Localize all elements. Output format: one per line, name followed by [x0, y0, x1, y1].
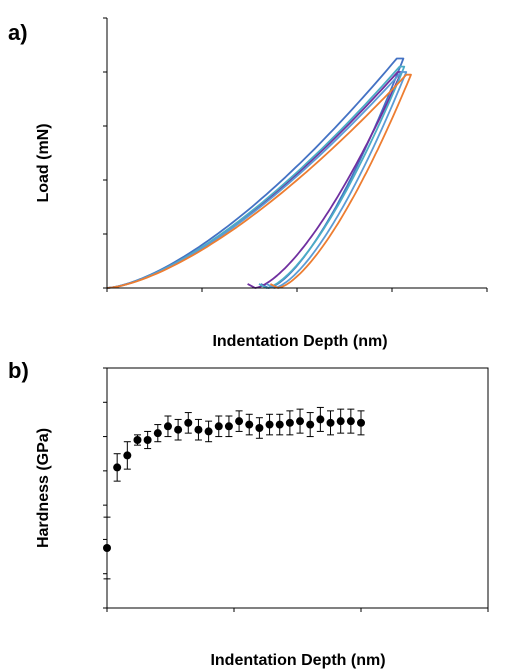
panel-a-y-axis-label: Load (mN) [35, 123, 52, 202]
panel-a-series-5-curve [106, 73, 412, 289]
panel-a-load-depth-chart: a) Indentation Depth (nm) Load (mN) [8, 17, 488, 350]
panel-b-data-point [326, 418, 335, 427]
panel-b-hardness-chart: b) Indentation Depth (nm) Hardness (GPa) [8, 358, 489, 669]
panel-b-data-point [133, 436, 142, 444]
panel-b-data-points [103, 406, 365, 580]
panel-b-data-point [153, 429, 162, 438]
panel-b-data-point [194, 425, 203, 434]
panel-b-data-point [245, 420, 254, 429]
panel-a-series-1-curve [106, 57, 405, 289]
panel-b-data-point [306, 420, 315, 429]
panel-a-curves [106, 57, 412, 289]
panel-b-data-point [174, 425, 183, 434]
panel-b-data-point [346, 417, 355, 426]
panel-b-data-point [265, 420, 274, 429]
panel-a-series-3-curve [106, 65, 406, 289]
panel-a-series-4-curve [106, 71, 408, 289]
panel-b-data-point [235, 417, 244, 426]
panel-a-label: a) [8, 20, 28, 45]
panel-b-data-point [184, 418, 193, 427]
panel-b-data-point [224, 422, 233, 431]
panel-b-plot-frame [106, 367, 489, 609]
panel-b-data-point [316, 415, 325, 424]
panel-b-data-point [296, 417, 305, 426]
panel-b-data-point [163, 422, 172, 431]
panel-b-data-point [255, 424, 264, 432]
panel-b-data-point [143, 436, 152, 444]
panel-b-data-point [275, 420, 284, 429]
panel-a-x-axis-label: Indentation Depth (nm) [212, 333, 387, 350]
panel-b-label: b) [8, 358, 29, 383]
panel-b-y-axis-label: Hardness (GPa) [35, 428, 52, 548]
panel-b-x-axis-label: Indentation Depth (nm) [210, 652, 385, 669]
panel-b-data-point [336, 417, 345, 426]
panel-a-axes [103, 17, 488, 292]
panel-b-data-point [123, 451, 132, 460]
panel-b-data-point [214, 422, 223, 431]
panel-b-data-point [103, 544, 111, 552]
panel-b-data-point [113, 463, 122, 472]
panel-b-data-point [357, 418, 365, 427]
panel-b-data-point [204, 427, 213, 436]
panel-b-data-point [285, 418, 294, 427]
